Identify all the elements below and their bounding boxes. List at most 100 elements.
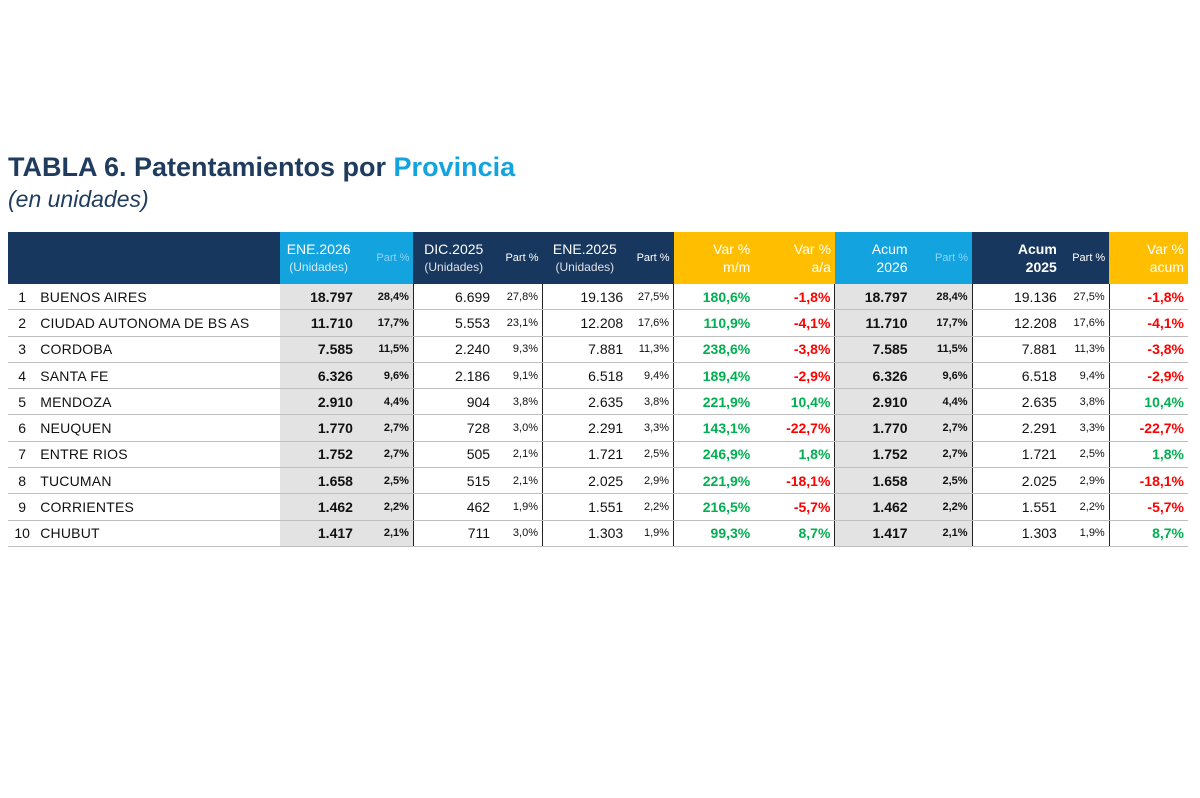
header-ene2026-part: Part %	[356, 232, 414, 284]
header-var-aa: Var % a/a	[754, 232, 835, 284]
var-aa: -3,8%	[754, 336, 835, 363]
acum2026-part: 2,7%	[911, 414, 973, 442]
table-row: 6 NEUQUEN 1.770 2,7% 728 3,0% 2.291 3,3% 143,1% -…	[8, 414, 1188, 442]
ene2025-units: 2.025	[541, 467, 628, 495]
acum2026-part: 11,5%	[911, 336, 973, 363]
acum2025-part: 2,5%	[1060, 441, 1110, 469]
header-dic2025-part: Part %	[494, 232, 543, 284]
var-aa: -5,7%	[754, 493, 835, 521]
var-aa: 10,4%	[754, 388, 835, 416]
header-acum2025-l1: Acum	[1017, 241, 1057, 257]
header-ene2026: ENE.2026 (Unidades)	[280, 232, 357, 284]
dic2025-part: 23,1%	[494, 309, 543, 337]
acum2026-units: 1.658	[834, 467, 912, 495]
dic2025-units: 904	[412, 388, 495, 416]
table-title-main: TABLA 6. Patentamientos por	[8, 152, 394, 182]
header-acum2025-l2: 2025	[1025, 259, 1057, 275]
ene2025-part: 2,2%	[627, 493, 674, 521]
table-title-accent: Provincia	[393, 152, 516, 182]
dic2025-part: 3,0%	[494, 520, 543, 547]
dic2025-part: 1,9%	[494, 493, 543, 521]
var-acum: 1,8%	[1108, 441, 1188, 469]
dic2025-units: 6.699	[412, 284, 495, 311]
var-aa: -18,1%	[754, 467, 835, 495]
ene2025-part: 2,9%	[627, 467, 674, 495]
header-ene2025-sub: (Unidades)	[555, 260, 615, 274]
var-aa: 8,7%	[754, 520, 835, 547]
acum2025-units: 2.635	[971, 388, 1061, 416]
var-acum: -5,7%	[1108, 493, 1188, 521]
header-province	[8, 232, 281, 284]
row-number: 3	[8, 336, 37, 363]
ene2026-units: 11.710	[280, 309, 357, 337]
table-row: 2 CIUDAD AUTONOMA DE BS AS 11.710 17,7% 5.55…	[8, 309, 1188, 337]
ene2025-part: 2,5%	[627, 441, 674, 469]
table-body: 1 BUENOS AIRES 18.797 28,4% 6.699 27,8% 19.136…	[8, 284, 1188, 547]
acum2026-units: 6.326	[834, 362, 912, 390]
acum2026-units: 7.585	[834, 336, 912, 363]
header-acum2025-part: Part %	[1060, 232, 1110, 284]
header-ene2025-label: ENE.2025	[552, 241, 617, 257]
ene2025-units: 1.551	[541, 493, 628, 521]
acum2026-part: 28,4%	[911, 284, 973, 311]
ene2025-part: 27,5%	[627, 284, 674, 311]
header-var-mm-l2: m/m	[723, 259, 751, 275]
var-aa: -2,9%	[754, 362, 835, 390]
ene2025-part: 3,8%	[627, 388, 674, 416]
ene2025-units: 7.881	[541, 336, 628, 363]
table-row: 4 SANTA FE 6.326 9,6% 2.186 9,1% 6.518 9,4% 189,…	[8, 362, 1188, 390]
acum2026-part: 4,4%	[911, 388, 973, 416]
dic2025-part: 27,8%	[494, 284, 543, 311]
ene2025-units: 2.291	[541, 414, 628, 442]
ene2026-units: 1.770	[280, 414, 357, 442]
acum2026-part: 9,6%	[911, 362, 973, 390]
acum2025-part: 17,6%	[1060, 309, 1110, 337]
header-var-acum: Var % acum	[1109, 232, 1188, 284]
ene2026-part: 11,5%	[356, 336, 414, 363]
provinces-table: ENE.2026 (Unidades) Part % DIC.2025 (Uni…	[8, 232, 1188, 547]
acum2025-part: 1,9%	[1060, 520, 1110, 547]
var-acum: -2,9%	[1108, 362, 1188, 390]
header-dic2025-label: DIC.2025	[424, 241, 484, 257]
header-var-acum-l2: acum	[1149, 259, 1184, 275]
acum2026-units: 2.910	[834, 388, 912, 416]
header-dic2025: DIC.2025 (Unidades)	[413, 232, 495, 284]
acum2025-units: 1.551	[971, 493, 1061, 521]
ene2026-units: 18.797	[280, 284, 357, 311]
var-mm: 221,9%	[673, 467, 755, 495]
dic2025-units: 5.553	[412, 309, 495, 337]
var-aa: -22,7%	[754, 414, 835, 442]
province-name: CIUDAD AUTONOMA DE BS AS	[36, 309, 281, 337]
var-acum: 10,4%	[1108, 388, 1188, 416]
ene2026-part: 2,1%	[356, 520, 414, 547]
ene2026-units: 2.910	[280, 388, 357, 416]
row-number: 9	[8, 493, 37, 521]
var-mm: 180,6%	[673, 284, 755, 311]
table-row: 10 CHUBUT 1.417 2,1% 711 3,0% 1.303 1,9% 99,3% 8,…	[8, 520, 1188, 547]
acum2025-units: 2.025	[971, 467, 1061, 495]
ene2026-part: 2,2%	[356, 493, 414, 521]
province-name: SANTA FE	[36, 362, 281, 390]
table-row: 5 MENDOZA 2.910 4,4% 904 3,8% 2.635 3,8% 221,9% 1…	[8, 388, 1188, 416]
acum2025-part: 3,8%	[1060, 388, 1110, 416]
acum2026-part: 2,7%	[911, 441, 973, 469]
var-acum: -22,7%	[1108, 414, 1188, 442]
header-ene2026-sub: (Unidades)	[289, 260, 348, 274]
table-row: 1 BUENOS AIRES 18.797 28,4% 6.699 27,8% 19.136…	[8, 284, 1188, 311]
header-row: ENE.2026 (Unidades) Part % DIC.2025 (Uni…	[8, 232, 1188, 284]
dic2025-part: 9,3%	[494, 336, 543, 363]
ene2026-part: 17,7%	[356, 309, 414, 337]
var-acum: -1,8%	[1108, 284, 1188, 311]
header-dic2025-sub: (Unidades)	[424, 260, 484, 274]
dic2025-part: 9,1%	[494, 362, 543, 390]
province-name: CORRIENTES	[36, 493, 281, 521]
ene2025-part: 9,4%	[627, 362, 674, 390]
row-number: 10	[8, 520, 37, 547]
acum2025-part: 27,5%	[1060, 284, 1110, 311]
dic2025-units: 515	[412, 467, 495, 495]
acum2025-part: 2,2%	[1060, 493, 1110, 521]
dic2025-part: 3,0%	[494, 414, 543, 442]
header-acum2026-l2: 2026	[876, 259, 908, 275]
dic2025-part: 2,1%	[494, 441, 543, 469]
ene2026-part: 4,4%	[356, 388, 414, 416]
